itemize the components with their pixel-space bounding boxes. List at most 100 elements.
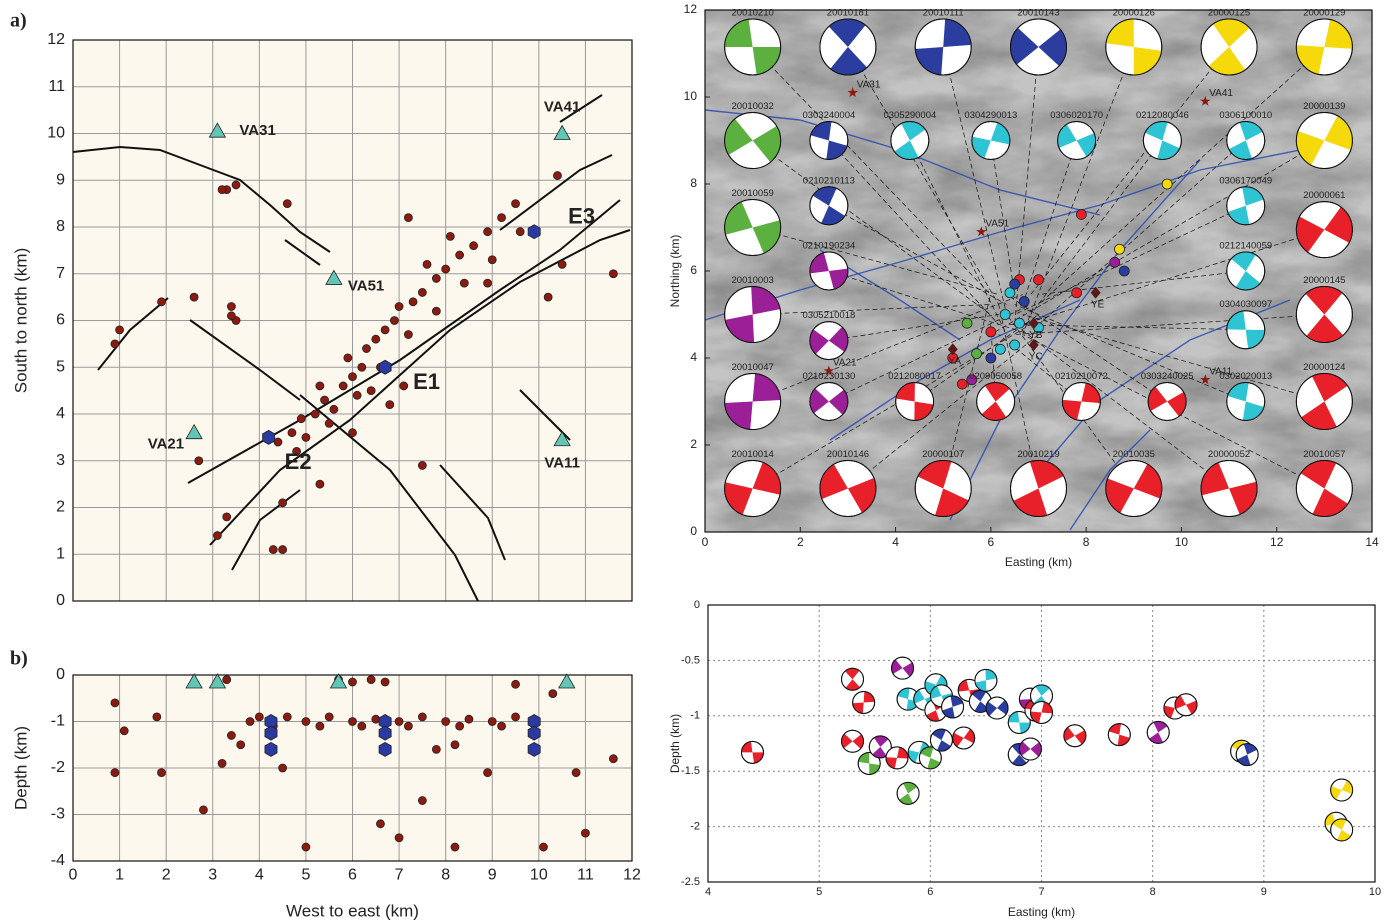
- station-label: VA51: [348, 277, 384, 294]
- station-label: VA11: [544, 455, 580, 472]
- y-tick-label: 4: [56, 405, 65, 422]
- earthquake: [418, 797, 426, 805]
- x-tick-label: 12: [623, 867, 641, 884]
- earthquake: [498, 214, 506, 222]
- site-label: YE: [1091, 299, 1105, 310]
- focal-mechanism: [1227, 382, 1265, 420]
- earthquake: [367, 676, 375, 684]
- earthquake: [358, 363, 366, 371]
- focal-mechanism: [892, 657, 914, 679]
- mechanism-label: 0306170049: [1219, 175, 1272, 186]
- station-label: VA31: [857, 79, 881, 90]
- mechanism-label: 20010210: [732, 7, 774, 18]
- earthquake: [213, 532, 221, 540]
- event: [379, 360, 391, 374]
- x-tick-label: 10: [1175, 535, 1189, 549]
- mechanism-label: 20010003: [732, 275, 774, 286]
- x-axis-label: Easting (km): [1008, 905, 1075, 919]
- x-tick-label: 0: [69, 867, 78, 884]
- focal-mechanism: [1011, 19, 1067, 75]
- event: [1072, 288, 1082, 298]
- earthquake: [195, 457, 203, 465]
- x-tick-label: 4: [705, 886, 711, 898]
- focal-mechanism: [1296, 19, 1352, 75]
- x-tick-label: 2: [162, 867, 171, 884]
- earthquake: [232, 181, 240, 189]
- event: [1019, 296, 1029, 306]
- event: [1110, 257, 1120, 267]
- focal-mechanism: [1058, 122, 1096, 160]
- mechanism-label: 20010035: [1113, 449, 1155, 460]
- earthquake: [218, 759, 226, 767]
- mechanism-label: 20010181: [827, 7, 869, 18]
- focal-mechanism: [1108, 724, 1130, 746]
- focal-mechanism: [977, 383, 1015, 421]
- earthquake: [516, 228, 524, 236]
- mechanism-label: 0305290004: [883, 110, 936, 121]
- focal-mechanism: [853, 692, 875, 714]
- earthquake: [199, 806, 207, 814]
- mechanism-label: 0303240025: [1141, 371, 1194, 382]
- focal-mechanism: [725, 461, 781, 517]
- focal-mechanism: [810, 383, 848, 421]
- earthquake: [311, 410, 319, 418]
- earthquake: [484, 279, 492, 287]
- y-tick-label: 2: [690, 437, 697, 451]
- earthquake: [390, 317, 398, 325]
- x-tick-label: 0: [702, 535, 709, 549]
- mechanism-label: 20010111: [923, 7, 964, 18]
- earthquake: [325, 419, 333, 427]
- focal-mechanism: [1227, 252, 1265, 290]
- focal-mechanism: [1031, 701, 1053, 723]
- earthquake: [470, 242, 478, 250]
- earthquake: [404, 214, 412, 222]
- y-axis-label: Depth (km): [11, 726, 30, 810]
- mechanism-label: 0304290013: [964, 110, 1017, 121]
- earthquake: [279, 764, 287, 772]
- y-axis-label: Northing (km): [668, 235, 682, 308]
- earthquake: [395, 834, 403, 842]
- event: [1114, 244, 1124, 254]
- y-tick-label: 3: [56, 452, 65, 469]
- earthquake: [456, 722, 464, 730]
- y-tick-label: -2.5: [681, 876, 700, 888]
- x-tick-label: 8: [1083, 535, 1090, 549]
- mechanism-label: 20000129: [1303, 7, 1345, 18]
- earthquake: [255, 713, 263, 721]
- event: [986, 327, 996, 337]
- focal-mechanism: [896, 383, 934, 421]
- earthquake: [302, 718, 310, 726]
- focal-mechanism: [915, 19, 971, 75]
- mechanism-label: 20010014: [732, 449, 774, 460]
- x-tick-label: 6: [348, 867, 357, 884]
- mechanism-label: 0210210113: [803, 175, 855, 186]
- station-label: VA31: [239, 122, 275, 139]
- earthquake: [404, 331, 412, 339]
- y-tick-label: 12: [47, 31, 65, 48]
- event: [265, 726, 277, 740]
- earthquake: [372, 335, 380, 343]
- y-tick-label: 5: [56, 358, 65, 375]
- site-label: YB: [1029, 330, 1043, 341]
- station-label: VA41: [544, 98, 580, 115]
- earthquake: [381, 326, 389, 334]
- earthquake: [362, 345, 370, 353]
- focal-mechanism: [1143, 122, 1181, 160]
- focal-mechanism: [820, 19, 876, 75]
- earthquake: [223, 513, 231, 521]
- event: [1010, 340, 1020, 350]
- y-tick-label: -1: [690, 710, 700, 722]
- earthquake: [302, 433, 310, 441]
- earthquake: [218, 186, 226, 194]
- focal-mechanism: [842, 668, 864, 690]
- earthquake: [581, 829, 589, 837]
- earthquake: [116, 326, 124, 334]
- event: [957, 379, 967, 389]
- earthquake: [488, 256, 496, 264]
- earthquake: [549, 690, 557, 698]
- earthquake: [423, 260, 431, 268]
- earthquake: [484, 228, 492, 236]
- focal-mechanism: [810, 322, 848, 360]
- focal-mechanism: [1331, 779, 1353, 801]
- mechanism-label: 0304030097: [1219, 299, 1272, 310]
